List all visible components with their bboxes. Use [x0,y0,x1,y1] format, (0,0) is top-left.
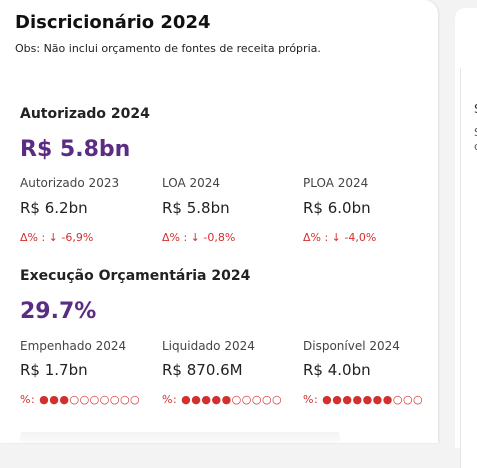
dots-rating: ●●●○○○○○○○ [39,393,141,406]
adjacent-card-peek: S S c [460,68,477,468]
metric-value-liquidado-2024: R$ 870.6M [162,361,243,379]
adjacent-card-text-fragment: S c [474,126,477,154]
metric-delta-ploa-2024: Δ% : ↓ -4,0% [303,231,377,244]
metric-value-autorizado-2023: R$ 6.2bn [20,199,88,217]
metric-value-loa-2024: R$ 5.8bn [162,199,230,217]
discricionario-card: Discricionário 2024 Obs: Não inclui orça… [0,0,438,443]
progress-dots-liquidado: %: ●●●●●○○○○○ [162,393,282,406]
section-title-autorizado: Autorizado 2024 [20,106,150,122]
metric-value-disponivel-2024: R$ 4.0bn [303,361,371,379]
section-title-execucao: Execução Orçamentária 2024 [20,268,251,284]
execucao-big-value: 29.7% [20,299,97,324]
card-title: Discricionário 2024 [15,12,211,33]
metric-delta-autorizado-2023: Δ% : ↓ -6,9% [20,231,94,244]
progress-dots-disponivel: %: ●●●●●●●○○○ [303,393,423,406]
metric-label-empenhado-2024: Empenhado 2024 [20,339,127,353]
adjacent-card-title-fragment: S [474,102,477,116]
metric-label-disponivel-2024: Disponível 2024 [303,339,400,353]
pct-prefix: %: [303,393,319,406]
metric-label-liquidado-2024: Liquidado 2024 [162,339,255,353]
metric-label-autorizado-2023: Autorizado 2023 [20,176,120,190]
cut-off-next-section [20,432,340,443]
dots-rating: ●●●●●●●○○○ [322,393,424,406]
dots-rating: ●●●●●○○○○○ [181,393,283,406]
metric-label-loa-2024: LOA 2024 [162,176,221,190]
card-note: Obs: Não inclui orçamento de fontes de r… [15,42,321,55]
pct-prefix: %: [20,393,36,406]
metric-value-ploa-2024: R$ 6.0bn [303,199,371,217]
metric-label-ploa-2024: PLOA 2024 [303,176,369,190]
autorizado-big-value: R$ 5.8bn [20,137,131,162]
progress-dots-empenhado: %: ●●●○○○○○○○ [20,393,140,406]
metric-delta-loa-2024: Δ% : ↓ -0,8% [162,231,236,244]
pct-prefix: %: [162,393,178,406]
metric-value-empenhado-2024: R$ 1.7bn [20,361,88,379]
